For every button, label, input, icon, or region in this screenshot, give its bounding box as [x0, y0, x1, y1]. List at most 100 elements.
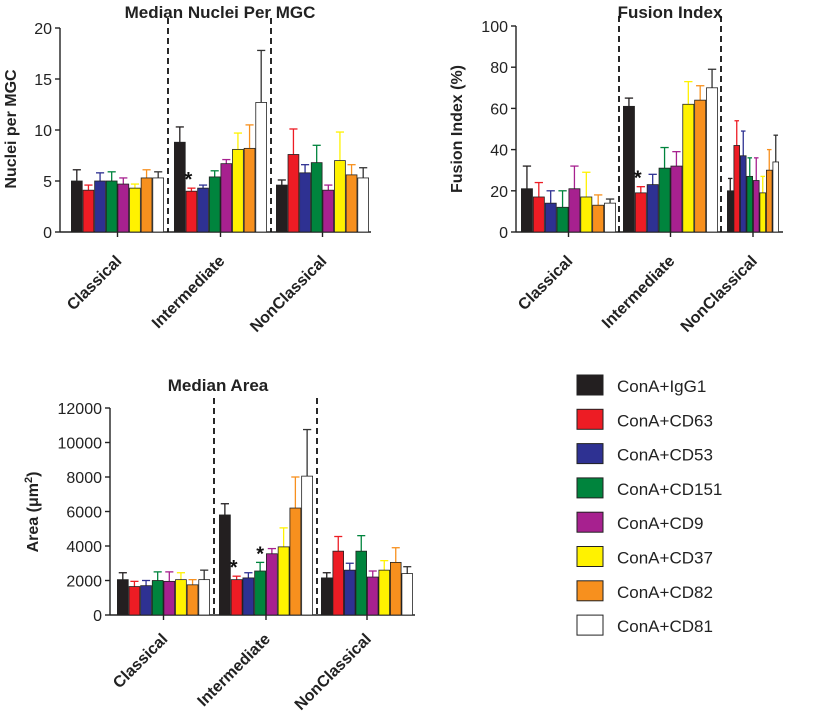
bar	[173, 141, 186, 233]
bar	[580, 196, 593, 233]
bar	[128, 586, 141, 616]
legend-swatch	[576, 408, 604, 430]
bar	[772, 161, 780, 233]
bar	[310, 162, 323, 233]
bar	[287, 154, 300, 233]
bar	[682, 103, 695, 233]
x-tick-label: Intermediate	[149, 253, 228, 332]
bar	[366, 576, 379, 616]
bar	[378, 569, 390, 616]
x-tick-label: NonClassical	[678, 253, 761, 336]
bar	[117, 183, 130, 233]
y-axis-label-text: Area (μm	[25, 483, 42, 552]
x-tick-label: Intermediate	[195, 631, 274, 710]
bar	[129, 187, 141, 233]
bar	[175, 579, 187, 616]
x-tick-label: NonClassical	[247, 253, 330, 336]
bar	[208, 176, 221, 233]
bar	[254, 570, 266, 616]
x-tick-label: NonClassical	[292, 631, 375, 714]
bar	[334, 160, 346, 233]
bar	[163, 580, 176, 616]
bar	[556, 206, 569, 233]
bar	[243, 147, 256, 233]
bar	[389, 561, 402, 616]
bar	[140, 585, 152, 616]
bar	[343, 569, 356, 616]
chart-title: Fusion Index	[618, 3, 723, 22]
y-tick-label: 100	[481, 19, 508, 36]
bar	[320, 577, 333, 616]
bar	[117, 579, 129, 616]
legend-label: ConA+IgG1	[617, 377, 706, 396]
bar	[289, 507, 302, 616]
bar	[299, 172, 311, 233]
significance-star: *	[185, 169, 193, 191]
chart-median-nuclei: Median Nuclei Per MGC Nuclei per MGC 0 5 1…	[3, 3, 371, 336]
bar	[220, 163, 233, 233]
y-tick-label: 10000	[58, 436, 103, 453]
y-tick-label: 0	[499, 225, 508, 242]
bar	[401, 573, 413, 616]
legend-swatch	[576, 511, 604, 533]
bar	[186, 584, 199, 616]
bar	[766, 169, 773, 233]
bar	[592, 204, 605, 233]
bar	[759, 192, 767, 233]
legend-label: ConA+CD81	[617, 617, 713, 636]
bar	[658, 167, 671, 233]
bar	[275, 184, 288, 233]
y-tick-label: 10	[34, 123, 52, 140]
bar	[185, 190, 198, 233]
y-tick-label: 6000	[66, 505, 102, 522]
bar	[232, 148, 244, 233]
bar	[140, 177, 153, 233]
x-tick-label: Intermediate	[599, 253, 678, 332]
bar	[255, 102, 267, 233]
bar	[753, 180, 760, 233]
bar	[623, 105, 635, 233]
legend-label: ConA+CD151	[617, 480, 722, 499]
bar	[568, 188, 581, 233]
bar	[746, 175, 754, 233]
bar	[345, 174, 358, 233]
bar	[332, 550, 344, 616]
legend-label: ConA+CD37	[617, 549, 713, 568]
y-tick-label: 20	[490, 184, 508, 201]
legend-swatch	[576, 374, 604, 396]
bar	[521, 188, 533, 233]
y-axis-label: Area (μm2)	[23, 472, 42, 553]
bar	[532, 196, 545, 233]
bar	[197, 187, 209, 233]
bar	[218, 514, 231, 616]
bar	[322, 189, 335, 233]
bar	[94, 180, 106, 233]
legend-swatch	[576, 580, 604, 602]
chart-title: Median Area	[168, 376, 269, 395]
bar	[740, 155, 747, 233]
y-tick-label: 40	[490, 143, 508, 160]
chart-title: Median Nuclei Per MGC	[125, 3, 316, 22]
y-tick-label: 12000	[58, 401, 103, 418]
y-axis-label: Fusion Index (%)	[449, 65, 466, 193]
bar	[105, 180, 118, 233]
y-axis-label-superscript: 2	[23, 477, 35, 483]
bar	[265, 553, 278, 616]
y-tick-label: 4000	[66, 539, 102, 556]
y-tick-label: 2000	[66, 574, 102, 591]
bar	[355, 550, 367, 616]
bar	[544, 202, 557, 233]
significance-star: *	[230, 557, 238, 579]
x-tick-label: Classical	[64, 253, 125, 314]
y-tick-label: 15	[34, 72, 52, 89]
bar	[242, 577, 255, 616]
bar	[277, 546, 290, 616]
significance-star: *	[256, 543, 264, 565]
bar	[727, 190, 734, 233]
bar	[230, 579, 243, 616]
y-tick-label: 8000	[66, 470, 102, 487]
bar	[646, 184, 659, 233]
bar	[733, 145, 741, 233]
chart-median-area: Median Area Area (μm2) 0 2000 4000 6000 8000…	[23, 376, 415, 714]
